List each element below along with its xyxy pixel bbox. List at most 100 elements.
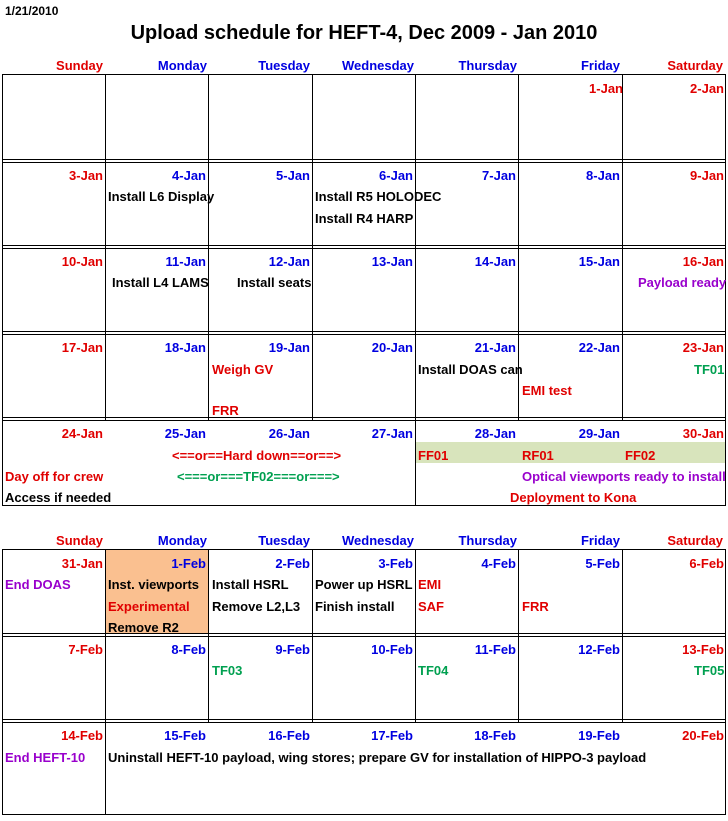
divider [2,331,726,332]
day-2-feb: 2-Feb [275,556,310,571]
event-tf05: TF05 [694,663,725,678]
col-line [518,549,519,722]
event-deployment: Deployment to Kona [510,490,637,505]
header-tuesday: Tuesday [258,533,310,548]
day-7-jan: 7-Jan [482,168,516,183]
event-saf: SAF [418,599,444,614]
event-emi-test: EMI test [522,383,572,398]
event-frr: FRR [212,403,239,418]
day-25-jan: 25-Jan [164,426,206,441]
col-line [415,420,416,506]
day-13-feb: 13-Feb [682,642,724,657]
day-10-jan: 10-Jan [61,254,103,269]
page-title: Upload schedule for HEFT-4, Dec 2009 - J… [130,22,598,44]
day-21-jan: 21-Jan [474,340,516,355]
day-1-jan: 1-Jan [589,81,623,96]
col-line [415,74,416,420]
event-remove-r2: Remove R2 [108,620,179,635]
day-29-jan: 29-Jan [578,426,620,441]
event-install-seats: Install seats [237,275,312,290]
event-install-r4: Install R4 HARP [315,211,414,226]
day-11-jan: 11-Jan [165,254,206,269]
event-end-doas: End DOAS [5,577,71,592]
event-tf03: TF03 [212,663,243,678]
day-3-jan: 3-Jan [69,168,103,183]
day-6-feb: 6-Feb [689,556,724,571]
day-8-jan: 8-Jan [586,168,620,183]
day-27-jan: 27-Jan [371,426,413,441]
header-wednesday: Wednesday [341,58,414,73]
day-16-feb: 16-Feb [268,728,310,743]
day-31-jan: 31-Jan [61,556,103,571]
calendar-frame-1 [2,74,726,506]
day-14-feb: 14-Feb [61,728,103,743]
event-rf01: RF01 [522,448,554,463]
header-monday: Monday [157,533,207,548]
day-19-feb: 19-Feb [578,728,620,743]
header-sunday: Sunday [56,533,103,548]
event-tf01: TF01 [694,362,725,377]
day-20-jan: 20-Jan [371,340,413,355]
day-5-feb: 5-Feb [585,556,620,571]
header-saturday: Saturday [667,533,723,548]
header-friday: Friday [580,58,620,73]
day-11-feb: 11-Feb [474,642,516,657]
day-2-jan: 2-Jan [690,81,724,96]
day-7-feb: 7-Feb [68,642,103,657]
event-hard-down: <==or==Hard down==or==> [172,448,342,463]
day-9-jan: 9-Jan [690,168,724,183]
event-emi: EMI [418,577,442,592]
day-23-jan: 23-Jan [682,340,724,355]
col-line [208,549,209,722]
header-sunday: Sunday [56,58,103,73]
event-ff02: FF02 [625,448,656,463]
report-date: 1/21/2010 [5,4,59,18]
event-install-l4: Install L4 LAMS [112,275,209,290]
header-friday: Friday [580,533,620,548]
col-line [415,549,416,722]
day-10-feb: 10-Feb [371,642,413,657]
header-thursday: Thursday [458,533,517,548]
day-5-jan: 5-Jan [276,168,310,183]
day-17-jan: 17-Jan [61,340,103,355]
event-power-up-hsrl: Power up HSRL [315,577,413,592]
day-26-jan: 26-Jan [268,426,310,441]
day-12-feb: 12-Feb [578,642,620,657]
divider [2,722,726,723]
day-1-feb: 1-Feb [171,556,206,571]
header-tuesday: Tuesday [258,58,310,73]
event-weigh-gv: Weigh GV [212,362,274,377]
divider [2,719,726,720]
feb1-highlight [106,550,208,633]
header-thursday: Thursday [458,58,517,73]
event-tf02: <===or===TF02===or===> [177,469,340,484]
col-line [312,74,313,420]
divider [2,334,726,335]
col-line [622,549,623,722]
day-18-jan: 18-Jan [164,340,206,355]
event-ff01: FF01 [418,448,449,463]
col-line [105,74,106,420]
calendar-frame-2 [2,549,726,815]
day-3-feb: 3-Feb [378,556,413,571]
day-22-jan: 22-Jan [578,340,620,355]
divider [2,417,726,418]
day-17-feb: 17-Feb [371,728,413,743]
divider [2,159,726,160]
day-4-jan: 4-Jan [172,168,206,183]
day-16-jan: 16-Jan [682,254,724,269]
event-install-hsrl: Install HSRL [212,577,289,592]
day-20-feb: 20-Feb [682,728,724,743]
day-15-feb: 15-Feb [164,728,206,743]
event-install-doas: Install DOAS can [418,362,523,377]
event-install-l6: Install L6 Display [108,189,215,204]
event-payload-ready: Payload ready [638,275,727,290]
event-finish-install: Finish install [315,599,395,614]
divider [2,636,726,637]
divider [2,633,726,634]
day-28-jan: 28-Jan [474,426,516,441]
event-install-r5: Install R5 HOLODEC [315,189,442,204]
day-8-feb: 8-Feb [171,642,206,657]
event-access: Access if needed [5,490,112,505]
header-monday: Monday [157,58,207,73]
